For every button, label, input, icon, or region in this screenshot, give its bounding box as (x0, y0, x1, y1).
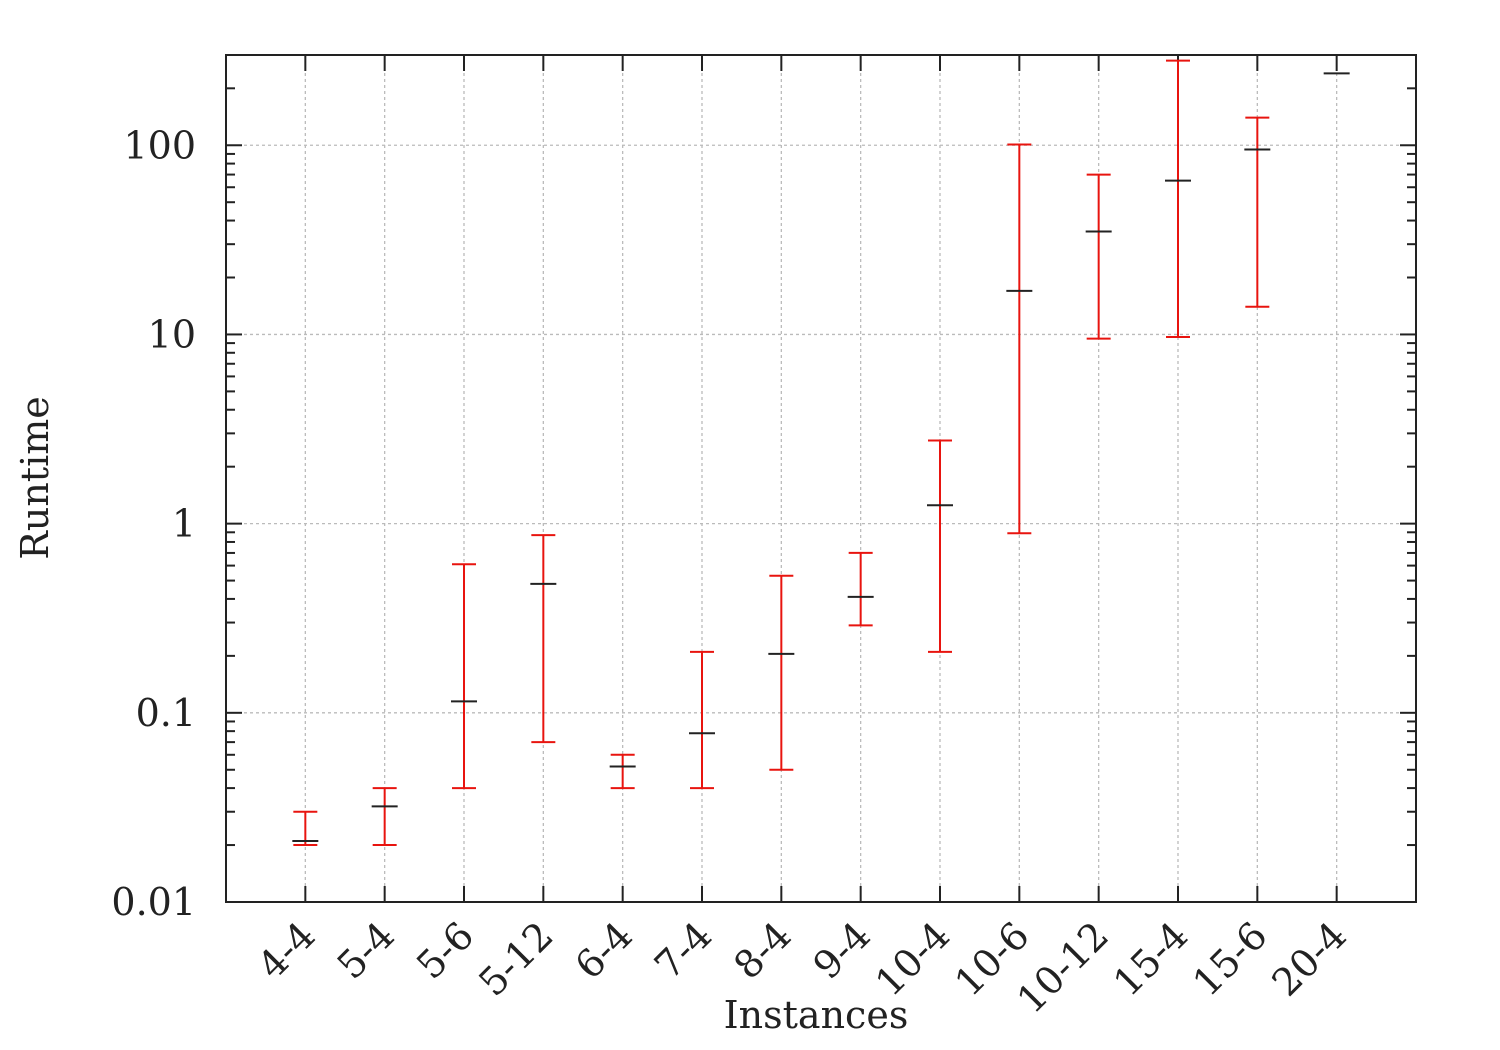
y-tick-label: 0.1 (136, 691, 196, 735)
x-tick-label: 8-4 (725, 913, 799, 987)
mean-markers (292, 72, 1350, 843)
x-tick-label: 10-12 (1008, 913, 1117, 1022)
axis-ticks (226, 55, 1416, 903)
y-axis-title: Runtime (13, 396, 57, 560)
grid-lines (226, 55, 1416, 902)
x-axis-title: Instances (724, 993, 909, 1037)
x-tick-label: 7-4 (646, 913, 720, 987)
y-tick-label: 100 (123, 123, 196, 167)
x-tick-label: 15-6 (1184, 913, 1275, 1004)
x-tick-label: 5-12 (470, 913, 561, 1004)
x-tick-label: 5-4 (329, 913, 403, 987)
x-tick-label: 6-4 (567, 913, 641, 987)
error-bars (293, 59, 1270, 847)
y-tick-label: 1 (172, 502, 196, 546)
x-tick-label: 15-4 (1105, 913, 1196, 1004)
x-tick-label: 5-6 (408, 913, 482, 987)
x-tick-label: 4-4 (249, 913, 323, 987)
x-tick-label: 20-4 (1264, 913, 1355, 1004)
y-tick-label: 10 (148, 312, 196, 356)
y-tick-label: 0.01 (111, 880, 196, 924)
y-tick-labels: 0.01 0.1 1 10 100 (111, 123, 196, 924)
plot-frame (225, 54, 1417, 903)
x-tick-label: 10-4 (867, 913, 958, 1004)
x-tick-label: 9-4 (805, 913, 879, 987)
